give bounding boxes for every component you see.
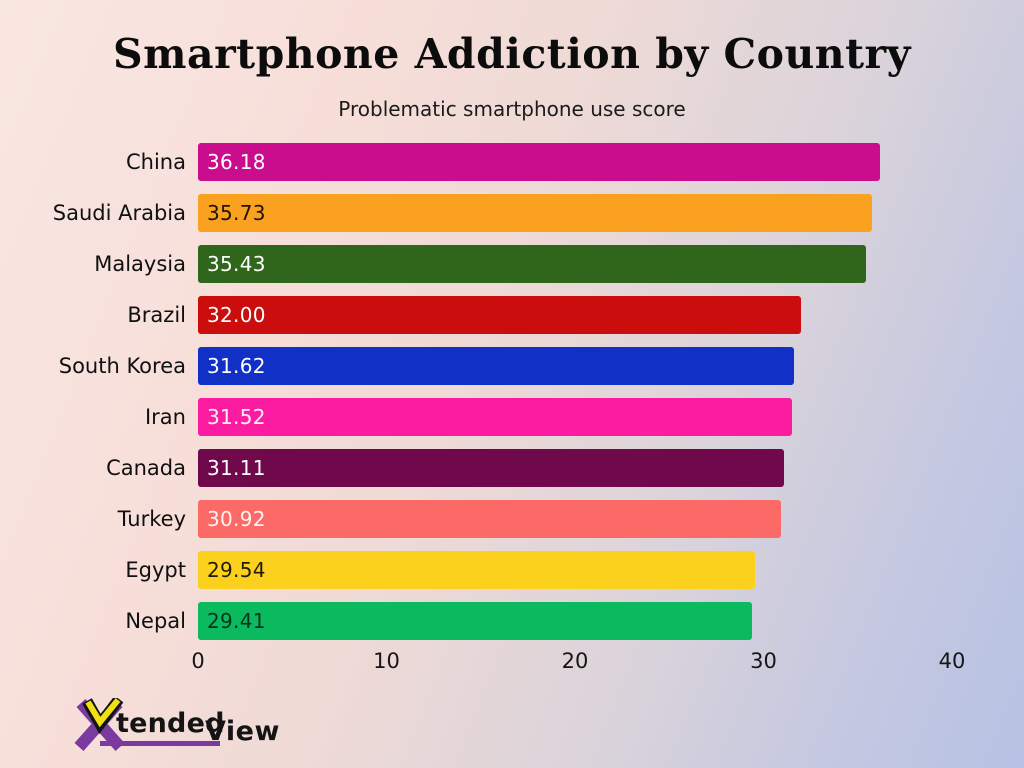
bar: 35.73 [198, 194, 872, 232]
bar-value-label: 36.18 [207, 150, 266, 174]
logo-underline [100, 741, 220, 746]
bar-value-label: 32.00 [207, 303, 266, 327]
chart-row: South Korea 31.62 [0, 347, 1024, 385]
bar: 29.41 [198, 602, 753, 640]
chart-row: Nepal 29.41 [0, 602, 1024, 640]
category-label: Malaysia [94, 252, 186, 276]
chart-row: Malaysia 35.43 [0, 245, 1024, 283]
x-axis-tick-label: 20 [561, 649, 589, 673]
category-label: Iran [144, 405, 186, 429]
bar: 30.92 [198, 500, 781, 538]
x-axis-tick-label: 30 [750, 649, 777, 673]
bar: 35.43 [198, 245, 866, 283]
category-label: Brazil [127, 303, 186, 327]
bar-value-label: 30.92 [207, 507, 266, 531]
category-label: Canada [106, 456, 186, 480]
logo-text-view: View [205, 716, 280, 747]
bar-value-label: 35.43 [207, 252, 266, 276]
chart-row: Iran 31.52 [0, 398, 1024, 436]
bar: 31.62 [198, 347, 795, 385]
bar-value-label: 31.62 [207, 354, 266, 378]
bar-value-label: 31.11 [207, 456, 266, 480]
logo-text-tended: tended [116, 708, 225, 739]
chart-subtitle: Problematic smartphone use score [338, 97, 686, 121]
chart-row: Saudi Arabia 35.73 [0, 194, 1024, 232]
bar-value-label: 31.52 [207, 405, 266, 429]
logo-x-icon [74, 698, 125, 751]
category-label: China [126, 150, 186, 174]
bar: 32.00 [198, 296, 802, 334]
category-label: Egypt [125, 558, 186, 582]
bar: 36.18 [198, 143, 880, 181]
category-label: Nepal [125, 609, 186, 633]
bar: 29.54 [198, 551, 755, 589]
bar-value-label: 35.73 [207, 201, 266, 225]
x-axis-tick-label: 10 [373, 649, 400, 673]
x-axis-tick-label: 0 [191, 649, 205, 673]
bar-value-label: 29.41 [207, 609, 266, 633]
category-label: Saudi Arabia [52, 201, 186, 225]
x-axis-tick-label: 40 [938, 649, 966, 673]
bar: 31.11 [198, 449, 785, 487]
chart-title: Smartphone Addiction by Country [113, 30, 911, 78]
chart-row: Brazil 32.00 [0, 296, 1024, 334]
chart-row: Canada 31.11 [0, 449, 1024, 487]
chart-row: China 36.18 [0, 143, 1024, 181]
chart-row: Egypt 29.54 [0, 551, 1024, 589]
xtendedview-logo: tended View [74, 698, 284, 754]
category-label: South Korea [58, 354, 186, 378]
category-label: Turkey [117, 507, 186, 531]
bar-value-label: 29.54 [207, 558, 266, 582]
bar: 31.52 [198, 398, 793, 436]
chart-row: Turkey 30.92 [0, 500, 1024, 538]
